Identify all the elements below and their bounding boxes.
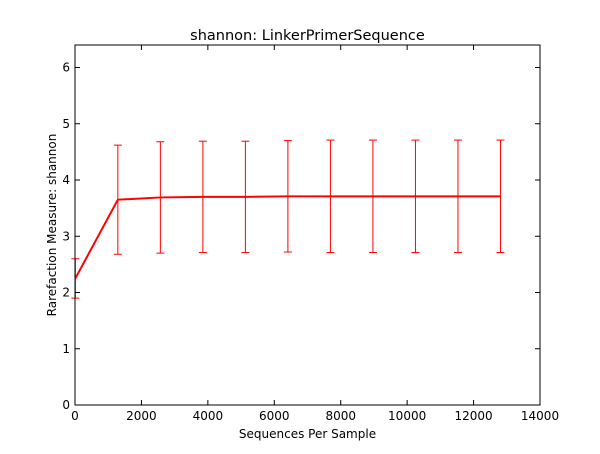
x-tick-label: 0 [71, 409, 79, 423]
x-tick-label: 14000 [521, 409, 559, 423]
y-tick-label: 1 [62, 342, 70, 356]
y-tick-label: 2 [62, 286, 70, 300]
x-tick-label: 4000 [193, 409, 224, 423]
chart-title: shannon: LinkerPrimerSequence [190, 28, 425, 44]
y-tick-label: 3 [62, 229, 70, 243]
y-tick-label: 5 [62, 117, 70, 131]
x-tick-label: 2000 [126, 409, 157, 423]
x-tick-label: 6000 [259, 409, 290, 423]
y-axis-label: Rarefaction Measure: shannon [45, 134, 59, 317]
series-line [74, 195, 501, 279]
y-tick-label: 6 [62, 61, 70, 75]
y-tick-label: 4 [62, 173, 70, 187]
x-tick-label: 10000 [388, 409, 426, 423]
x-tick-label: 12000 [454, 409, 492, 423]
y-tick-label: 0 [62, 398, 70, 412]
plot-frame [74, 44, 541, 406]
x-tick-label: 8000 [325, 409, 356, 423]
x-axis-label: Sequences Per Sample [239, 427, 376, 441]
